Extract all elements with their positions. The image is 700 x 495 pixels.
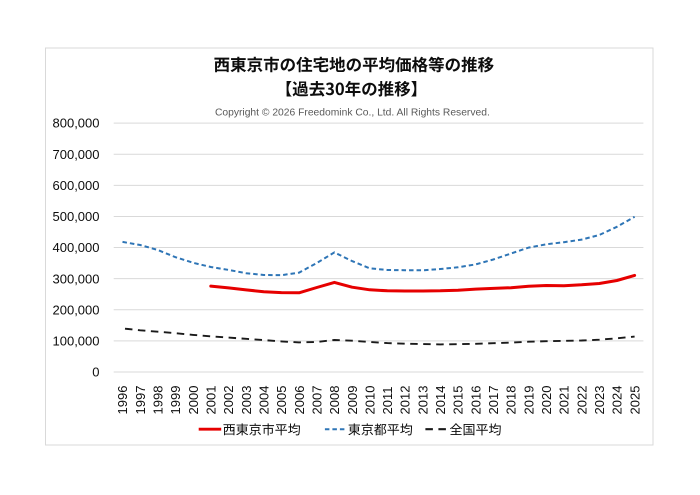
svg-text:2018: 2018 — [504, 386, 519, 415]
svg-text:1999: 1999 — [168, 386, 183, 415]
svg-text:700,000: 700,000 — [53, 147, 100, 162]
svg-text:2013: 2013 — [415, 386, 430, 415]
svg-text:2015: 2015 — [451, 386, 466, 415]
svg-text:2022: 2022 — [574, 386, 589, 415]
svg-text:200,000: 200,000 — [53, 302, 100, 317]
svg-text:2005: 2005 — [274, 386, 289, 415]
svg-text:0: 0 — [92, 365, 99, 380]
svg-text:2014: 2014 — [433, 386, 448, 415]
svg-text:2006: 2006 — [292, 386, 307, 415]
svg-text:2021: 2021 — [557, 386, 572, 415]
svg-text:2019: 2019 — [521, 386, 536, 415]
svg-text:800,000: 800,000 — [53, 116, 100, 131]
svg-text:600,000: 600,000 — [53, 178, 100, 193]
svg-text:2016: 2016 — [468, 386, 483, 415]
svg-text:400,000: 400,000 — [53, 240, 100, 255]
svg-text:2012: 2012 — [398, 386, 413, 415]
svg-text:2004: 2004 — [257, 386, 272, 415]
svg-text:1998: 1998 — [151, 386, 166, 415]
svg-text:2020: 2020 — [539, 386, 554, 415]
svg-text:2011: 2011 — [380, 387, 395, 415]
svg-text:300,000: 300,000 — [53, 271, 100, 286]
svg-text:2000: 2000 — [186, 386, 201, 415]
svg-text:2001: 2001 — [204, 386, 219, 415]
svg-text:2003: 2003 — [239, 386, 254, 415]
svg-text:2007: 2007 — [310, 386, 325, 415]
svg-text:2010: 2010 — [362, 386, 377, 415]
svg-text:2009: 2009 — [345, 386, 360, 415]
svg-text:1996: 1996 — [115, 386, 130, 415]
svg-text:Copyright © 2026 Freedomink Co: Copyright © 2026 Freedomink Co., Ltd. Al… — [215, 108, 490, 119]
svg-text:2023: 2023 — [592, 386, 607, 415]
svg-text:2025: 2025 — [627, 386, 642, 415]
svg-text:2002: 2002 — [221, 386, 236, 415]
svg-text:2017: 2017 — [486, 386, 501, 415]
svg-text:1997: 1997 — [133, 386, 148, 415]
svg-text:2024: 2024 — [610, 386, 625, 415]
svg-text:2008: 2008 — [327, 386, 342, 415]
svg-text:100,000: 100,000 — [53, 334, 100, 349]
svg-text:500,000: 500,000 — [53, 209, 100, 224]
